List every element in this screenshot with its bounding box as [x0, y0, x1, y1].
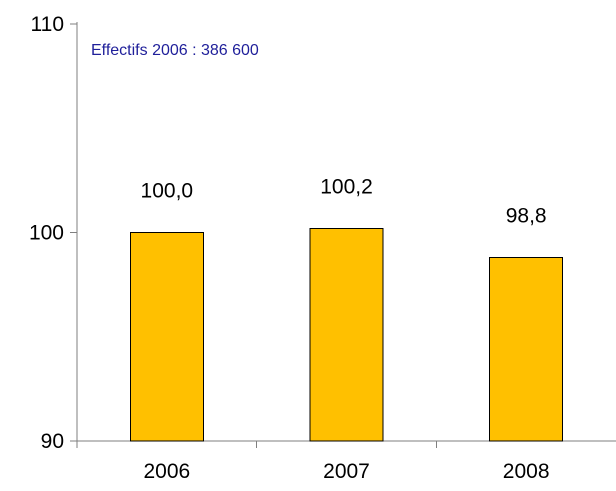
x-ticks: 2006 2007 2008	[76, 441, 550, 483]
x-tick-label: 2007	[323, 460, 370, 483]
annotation-text: Effectifs 2006 : 386 600	[91, 42, 259, 59]
data-label-2007: 100,2	[320, 175, 373, 198]
bar-2007	[309, 227, 384, 442]
bars	[129, 227, 564, 442]
y-ticks: 90 100 110	[29, 13, 77, 453]
y-tick-label: 110	[31, 13, 64, 36]
y-tick-label: 90	[41, 430, 64, 453]
y-tick-label: 100	[29, 222, 64, 245]
data-label-2006: 100,0	[141, 180, 194, 203]
x-tick-label: 2006	[143, 460, 190, 483]
bar-2008	[489, 257, 564, 442]
bar-2006	[129, 232, 204, 442]
data-label-2008: 98,8	[506, 205, 547, 228]
data-labels: 100,0 100,2 98,8	[141, 175, 547, 227]
x-tick-label: 2008	[503, 460, 550, 483]
